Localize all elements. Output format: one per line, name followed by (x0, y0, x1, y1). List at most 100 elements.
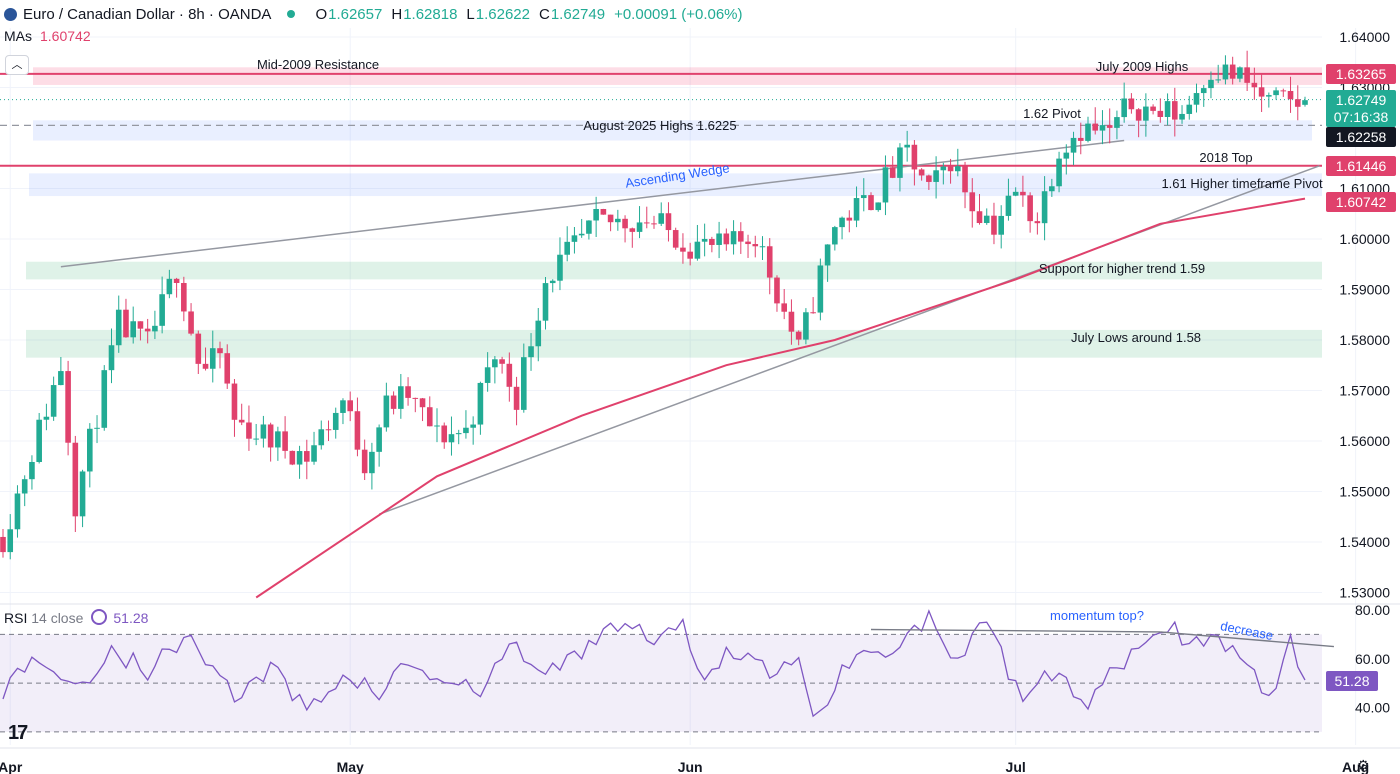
symbol-title[interactable]: Euro / Canadian Dollar · 8h · OANDA (23, 5, 272, 23)
price-tag-bg (1326, 107, 1396, 127)
candle-body (1251, 82, 1258, 88)
candle (593, 196, 599, 238)
candle (709, 236, 715, 253)
candle-body (1273, 90, 1279, 96)
candle-body (665, 213, 672, 231)
candle (130, 306, 136, 344)
candle-body (1121, 98, 1127, 118)
collapse-legend-button[interactable]: ︿ (5, 55, 29, 75)
candle-body (137, 321, 144, 329)
candle (882, 155, 889, 216)
candle-body (398, 386, 404, 409)
candle (615, 209, 621, 231)
candle (745, 234, 751, 258)
candle-body (658, 213, 665, 224)
candle (0, 529, 6, 558)
candle (940, 162, 947, 185)
candle-body (889, 167, 896, 178)
candle-body (1172, 101, 1178, 120)
price-tag-label: 1.62258 (1336, 129, 1387, 145)
candle-body (716, 233, 722, 245)
candle-body (1070, 137, 1077, 153)
candle (325, 420, 332, 441)
candle (1172, 87, 1178, 137)
candle (1164, 93, 1171, 126)
candle-body (181, 282, 187, 312)
candle (304, 439, 310, 480)
candle (1020, 175, 1026, 207)
market-status-icon[interactable] (287, 10, 296, 18)
candle (983, 208, 990, 225)
candle (144, 318, 151, 344)
candle (701, 223, 708, 257)
candle (513, 376, 520, 426)
y-tick-label: 1.60000 (1339, 231, 1390, 247)
july-lows-label: July Lows around 1.58 (1071, 330, 1201, 345)
mas-legend[interactable]: MAs 1.60742 (4, 28, 91, 44)
candle (694, 224, 701, 261)
candle-body (1157, 110, 1164, 117)
candle-body (766, 246, 773, 278)
candle (571, 226, 578, 254)
candle (1258, 74, 1265, 112)
candle-body (933, 170, 939, 182)
zone-pink (33, 67, 1322, 85)
candle (50, 376, 57, 421)
rsi-value: 51.28 (113, 610, 149, 626)
candle-body (332, 412, 339, 430)
candle (962, 161, 968, 209)
candle-body (65, 371, 71, 443)
candle-body (369, 451, 375, 474)
candle-body (441, 425, 448, 443)
settings-gear-icon[interactable]: ⚙ (1357, 757, 1370, 773)
candle (1128, 93, 1135, 114)
candle-body (513, 386, 520, 410)
candle-body (795, 331, 802, 340)
candle-body (123, 309, 129, 338)
candle-body (1005, 195, 1012, 216)
candle (332, 407, 339, 439)
candle (549, 279, 556, 293)
y-tick-label: 1.54000 (1339, 534, 1390, 550)
candle (202, 347, 209, 371)
price-tag-bg (1326, 156, 1396, 176)
candle-body (1150, 106, 1156, 111)
candle-body (231, 383, 238, 420)
candle-body (969, 192, 976, 212)
candle-body (803, 312, 809, 340)
candle (947, 158, 954, 184)
candle-body (897, 147, 903, 178)
candle (87, 423, 93, 488)
candle-body (311, 445, 317, 462)
candle (564, 226, 570, 262)
candle-body (1135, 109, 1142, 121)
refresh-icon[interactable] (91, 609, 108, 625)
rsi-tick-label: 40.00 (1355, 700, 1390, 716)
candle (1143, 93, 1149, 137)
candle (43, 403, 50, 431)
candle-body (1164, 101, 1171, 117)
rsi-legend[interactable]: RSI 14 close 51.28 (4, 609, 148, 626)
candle-body (1179, 113, 1185, 120)
tradingview-logo[interactable]: 17 (8, 722, 28, 744)
candle-body (521, 357, 527, 410)
candle-body (752, 244, 759, 247)
candle-body (87, 428, 93, 472)
candle-body (600, 208, 607, 215)
candle (405, 377, 411, 406)
candle (296, 445, 303, 479)
candle-body (1114, 117, 1120, 128)
candle (730, 220, 737, 255)
candle-body (0, 536, 6, 553)
candle (159, 276, 165, 334)
candle (1085, 116, 1091, 143)
candle-body (340, 400, 346, 413)
candle-body (79, 471, 86, 517)
candle (759, 236, 766, 261)
candle (209, 330, 216, 383)
candle (275, 426, 281, 461)
candle (1193, 83, 1200, 113)
candle-body (1063, 152, 1070, 159)
candle (904, 130, 910, 162)
